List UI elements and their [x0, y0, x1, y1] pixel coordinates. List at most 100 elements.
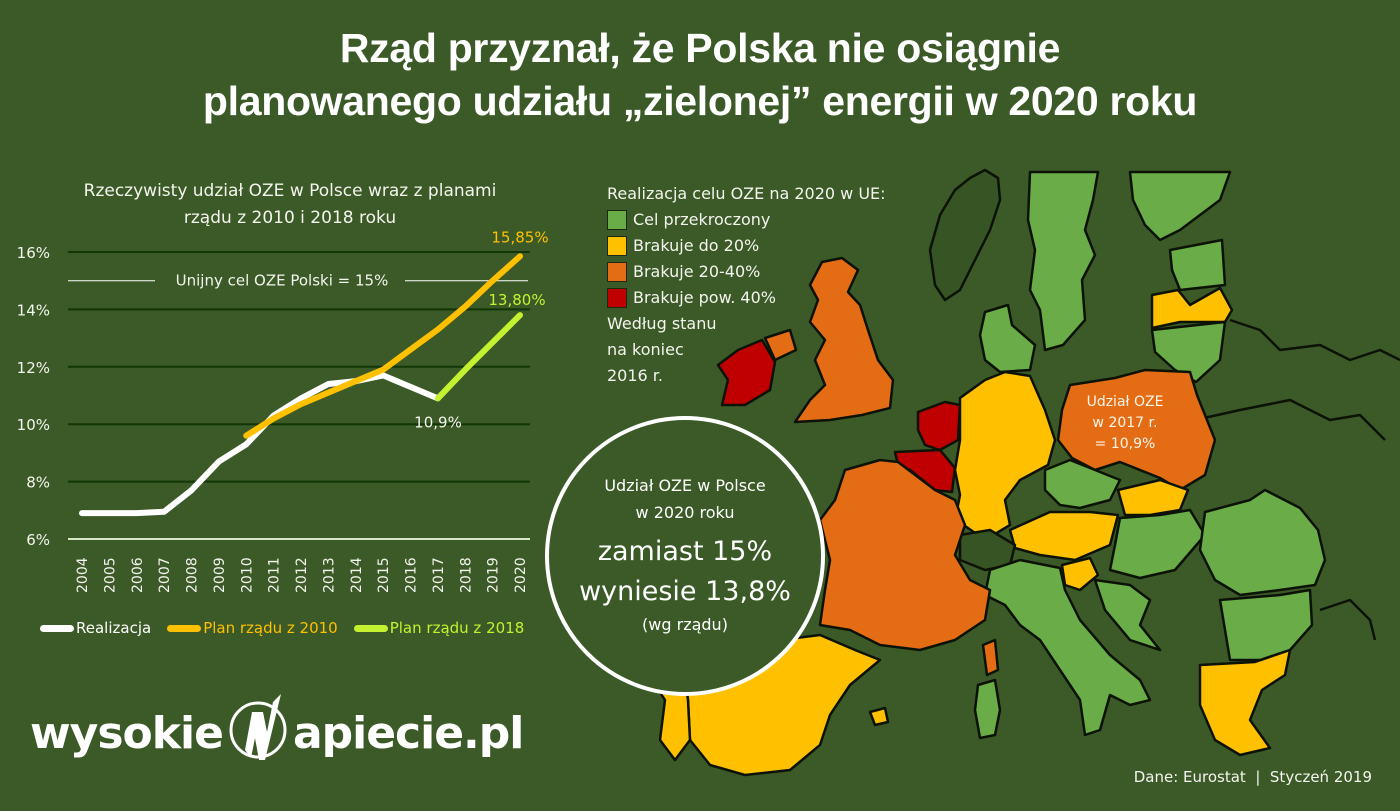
- chart-legend: Realizacja Plan rządu z 2010 Plan rządu …: [40, 619, 540, 637]
- country-hungary: [1108, 508, 1207, 580]
- x-tick-label: 2009: [212, 557, 228, 593]
- x-tick-label: 2015: [376, 557, 392, 593]
- lightning-n-icon: [225, 694, 291, 766]
- x-tick-label: 2005: [102, 557, 118, 593]
- chart-title: Rzeczywisty udział OZE w Polsce wraz z p…: [40, 178, 540, 232]
- legend-item-plan2018: Plan rządu z 2018: [353, 619, 525, 637]
- legend-swatch-green: [607, 210, 627, 230]
- country-finland: [1128, 170, 1232, 242]
- legend-swatch-white: [40, 624, 74, 632]
- country-romania: [1198, 488, 1327, 597]
- map-note-line: na koniec: [607, 340, 684, 359]
- x-tick-label: 2019: [486, 557, 502, 593]
- country-sardinia: [973, 678, 1002, 740]
- logo-text-left: wysokie: [30, 707, 224, 759]
- country-ireland: [716, 338, 777, 407]
- country-bulgaria: [1218, 588, 1314, 662]
- title-line-1: Rząd przyznał, że Polska nie osiągnie: [339, 25, 1061, 71]
- x-tick-label: 2010: [239, 557, 255, 593]
- x-tick-label: 2012: [294, 557, 310, 593]
- legend-label-plan2018: Plan rządu z 2018: [389, 619, 525, 637]
- map-legend-item: Brakuje 20-40%: [607, 259, 886, 285]
- map-legend-label: Brakuje pow. 40%: [633, 288, 776, 307]
- poland-label-line: Udział OZE: [1086, 394, 1164, 410]
- callout-headline: zamiast 15%: [597, 536, 773, 567]
- map-legend-label: Brakuje 20-40%: [633, 262, 761, 281]
- legend-swatch-orange: [607, 262, 627, 282]
- x-tick-label: 2018: [458, 557, 474, 593]
- poland-label-line: = 10,9%: [1094, 436, 1156, 452]
- map-legend-item: Cel przekroczony: [607, 207, 886, 233]
- country-greece: [1198, 648, 1292, 757]
- map-note-line: 2016 r.: [607, 366, 663, 385]
- x-tick-label: 2016: [404, 557, 420, 593]
- y-tick-label: 12%: [17, 359, 50, 377]
- legend-item-plan2010: Plan rządu z 2010: [167, 619, 338, 637]
- x-tick-label: 2008: [185, 557, 201, 593]
- legend-swatch-yellow: [607, 236, 627, 256]
- country-austria: [1008, 510, 1120, 562]
- callout-headline: wyniesie 13,8%: [579, 576, 791, 607]
- country-slovenia: [1060, 556, 1100, 592]
- annotation-plan2018-2020: 13,80%: [488, 291, 545, 309]
- x-tick-label: 2017: [431, 557, 447, 593]
- country-germany: [953, 370, 1057, 542]
- y-tick-label: 8%: [26, 474, 50, 492]
- map-legend-item: Brakuje do 20%: [607, 233, 886, 259]
- russia-border: [1229, 318, 1400, 362]
- x-tick-label: 2011: [267, 557, 283, 593]
- map-legend-title: Realizacja celu OZE na 2020 w UE:: [607, 184, 886, 203]
- legend-label-actual: Realizacja: [76, 619, 152, 637]
- chart-title-line-2: rządu z 2010 i 2018 roku: [183, 208, 397, 228]
- title-line-2: planowanego udziału „zielonej” energii w…: [202, 78, 1198, 124]
- legend-swatch-red: [607, 288, 627, 308]
- chart-title-line-1: Rzeczywisty udział OZE w Polsce wraz z p…: [83, 181, 497, 201]
- country-lithuania: [1150, 320, 1227, 384]
- x-tick-label: 2013: [321, 557, 337, 593]
- country-slovakia: [1116, 478, 1190, 517]
- callout-note: (wg rządu): [642, 615, 728, 634]
- series-line-2: [434, 312, 523, 402]
- country-sweden: [1026, 170, 1100, 352]
- legend-item-actual: Realizacja: [40, 619, 151, 637]
- country-denmark: [978, 303, 1037, 374]
- country-estonia: [1168, 238, 1227, 292]
- page-title: Rząd przyznał, że Polska nie osiągnie pl…: [0, 22, 1400, 128]
- legend-swatch-orange: [167, 624, 202, 632]
- country-n-ireland: [763, 328, 798, 362]
- country-netherlands: [916, 400, 962, 452]
- map-legend-item: Brakuje pow. 40%: [607, 285, 886, 311]
- poland-label-line: w 2017 r.: [1092, 415, 1158, 431]
- country-croatia: [1093, 578, 1162, 652]
- x-tick-label: 2020: [513, 557, 529, 593]
- country-czech: [1043, 458, 1122, 510]
- x-tick-label: 2007: [157, 557, 173, 593]
- legend-swatch-lime: [353, 624, 388, 632]
- country-france: [818, 458, 992, 652]
- logo-text-right: apiecie.pl: [292, 707, 524, 759]
- blacksea-coast: [1319, 598, 1377, 641]
- map-note-line: Według stanu: [607, 314, 717, 333]
- callout-circle: Udział OZE w Polsce w 2020 roku zamiast …: [545, 416, 825, 696]
- oze-line-chart: Unijny cel OZE Polski = 15% 6% 8% 10% 12% 14…: [17, 228, 549, 593]
- annotation-plan2010-2020: 15,85%: [491, 228, 548, 246]
- annotation-actual-2017: 10,9%: [414, 413, 462, 431]
- source-note: Dane: Eurostat | Styczeń 2019: [1133, 768, 1372, 786]
- y-tick-label: 14%: [17, 301, 50, 319]
- x-tick-label: 2004: [75, 557, 91, 593]
- legend-label-plan2010: Plan rządu z 2010: [203, 619, 338, 637]
- y-tick-label: 6%: [26, 531, 50, 549]
- country-italy: [983, 558, 1152, 737]
- ukraine-border: [1194, 398, 1386, 441]
- callout-line: w 2020 roku: [635, 503, 735, 522]
- country-balearic: [868, 706, 890, 727]
- country-corsica: [981, 638, 1000, 677]
- series-line-1: [243, 253, 523, 439]
- country-latvia: [1150, 286, 1234, 330]
- poland-label: Udział OZE w 2017 r. = 10,9%: [1060, 392, 1190, 455]
- target-label: Unijny cel OZE Polski = 15%: [176, 272, 389, 290]
- norway-outline: [928, 168, 1002, 302]
- logo: wysokie apiecie.pl: [30, 694, 524, 766]
- country-uk: [793, 256, 895, 424]
